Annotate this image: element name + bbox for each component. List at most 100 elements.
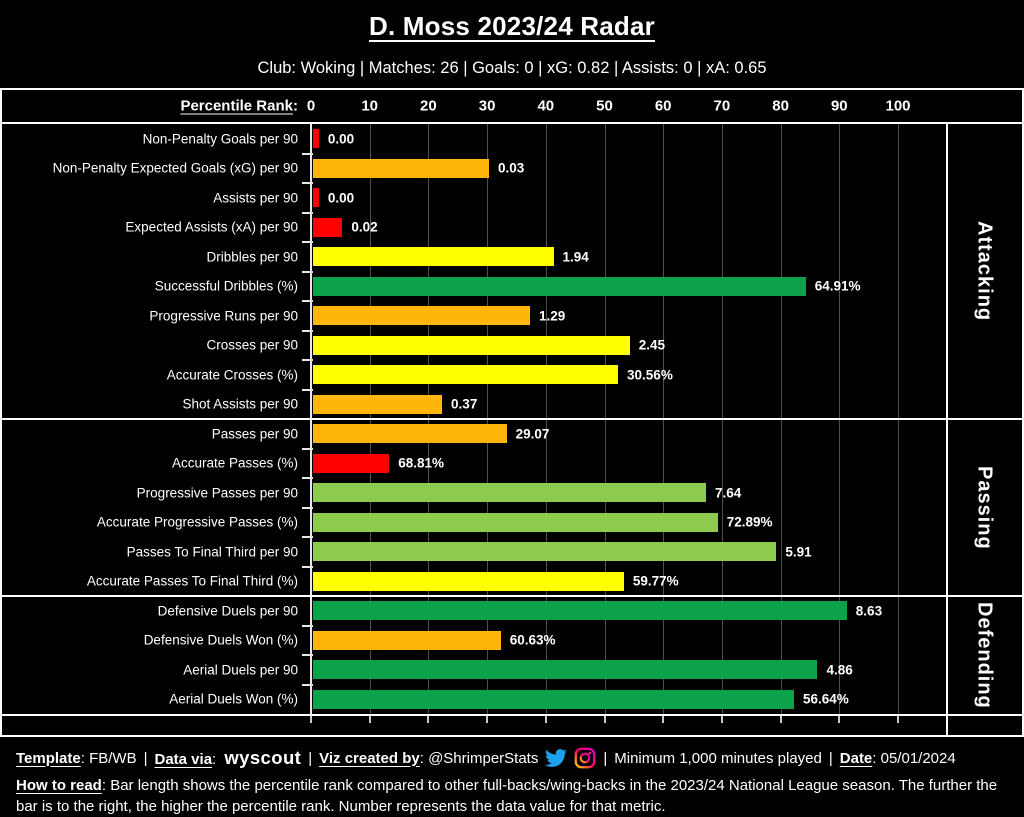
metric-label: Accurate Passes (%)	[171, 455, 298, 471]
row-boundary-tick	[302, 624, 313, 627]
percentile-chart: Percentile Rank: 0 10 20 30 40 50 60 70 80 90 100 …	[0, 88, 1024, 737]
value-label: 0.37	[451, 396, 478, 412]
metric-row: Progressive Passes per 90 7.64	[2, 478, 1022, 508]
axis-bottom-tick	[368, 716, 371, 723]
metric-row: Passes per 90 29.07	[2, 419, 1022, 449]
value-label: 1.29	[539, 308, 566, 324]
metric-row: Accurate Crosses (%) 30.56%	[2, 360, 1022, 390]
percentile-bar	[313, 424, 507, 443]
axis-bottom-tick	[662, 716, 665, 723]
value-label: 1.94	[562, 249, 589, 265]
axis-tick-label: 0	[306, 97, 316, 115]
metric-label: Accurate Crosses (%)	[166, 367, 298, 383]
value-label: 0.02	[351, 219, 378, 235]
percentile-bar	[313, 158, 489, 178]
percentile-bar	[313, 276, 806, 296]
percentile-bar	[313, 571, 624, 591]
metric-row: Crosses per 90 2.45	[2, 331, 1022, 361]
metric-row: Expected Assists (xA) per 90 0.02	[2, 213, 1022, 243]
axis-tick-label: 20	[420, 97, 437, 115]
how-to-read-text: How to read: Bar length shows the percen…	[16, 777, 998, 815]
row-boundary-tick	[302, 211, 313, 214]
twitter-icon	[545, 747, 568, 769]
metric-label: Successful Dribbles (%)	[154, 278, 298, 294]
axis-bottom-tick	[838, 716, 841, 723]
metric-row: Defensive Duels per 90 8.63	[2, 596, 1022, 626]
metric-row: Non-Penalty Expected Goals (xG) per 90 0.…	[2, 154, 1022, 184]
percentile-bar	[313, 601, 847, 620]
metric-label: Defensive Duels Won (%)	[143, 632, 298, 648]
value-label: 56.64%	[803, 691, 849, 707]
row-boundary-tick	[302, 270, 313, 273]
row-boundary-tick	[302, 683, 313, 686]
axis-bottom-ticks	[2, 714, 1022, 737]
category-column-divider	[946, 124, 948, 735]
title-block: D. Moss 2023/24 Radar Club: Woking | Mat…	[0, 0, 1024, 88]
metric-label: Assists per 90	[213, 190, 298, 206]
axis-tick-label: 70	[713, 97, 731, 115]
metric-row: Aerial Duels per 90 4.86	[2, 655, 1022, 685]
row-boundary-tick	[302, 152, 313, 155]
axis-tick-label: 40	[537, 97, 555, 115]
metric-label: Non-Penalty Expected Goals (xG) per 90	[52, 160, 298, 176]
category-label: Passing	[973, 465, 996, 550]
axis-bottom-tick	[486, 716, 489, 723]
metric-row: Progressive Runs per 90 1.29	[2, 301, 1022, 331]
percentile-bar	[313, 660, 818, 679]
percentile-bar	[313, 630, 501, 650]
row-boundary-tick	[302, 388, 313, 391]
row-boundary-tick	[302, 241, 313, 243]
axis-bottom-tick	[897, 716, 899, 723]
percentile-bar	[313, 365, 619, 384]
page-subtitle: Club: Woking | Matches: 26 | Goals: 0 | …	[257, 59, 767, 77]
axis-bottom-tick	[310, 716, 312, 723]
percentile-bar	[313, 129, 319, 148]
category-cell-defending: Defending	[948, 596, 1020, 714]
metric-row: Accurate Passes (%) 68.81%	[2, 449, 1022, 479]
value-label: 2.45	[638, 337, 666, 353]
metric-label: Aerial Duels Won (%)	[169, 691, 298, 707]
category-label: Attacking	[973, 221, 996, 322]
metric-row: Non-Penalty Goals per 90 0.00	[2, 124, 1022, 154]
metric-label: Progressive Runs per 90	[149, 308, 298, 324]
metric-row: Assists per 90 0.00	[2, 183, 1022, 213]
axis-bottom-tick	[720, 716, 723, 723]
percentile-bar	[313, 335, 630, 355]
footer: Template: FB/WB | Data via: wyscout | Vi…	[0, 737, 1024, 815]
percentile-bar	[313, 217, 343, 237]
percentile-bar	[313, 453, 390, 473]
value-label: 5.91	[785, 544, 812, 560]
metric-row: Passes To Final Third per 90 5.91	[2, 537, 1022, 567]
category-label: Defending	[973, 601, 996, 709]
value-label: 0.00	[327, 190, 355, 206]
metric-row: Successful Dribbles (%) 64.91%	[2, 272, 1022, 302]
metric-label: Progressive Passes per 90	[136, 485, 298, 501]
page-title: D. Moss 2023/24 Radar	[368, 11, 655, 41]
metric-label: Crosses per 90	[206, 337, 298, 353]
value-label: 0.00	[327, 131, 355, 147]
metric-row: Accurate Progressive Passes (%) 72.89%	[2, 508, 1022, 538]
metric-row: Aerial Duels Won (%) 56.64%	[2, 685, 1022, 715]
value-label: 7.64	[715, 485, 742, 501]
axis-header: Percentile Rank: 0 10 20 30 40 50 60 70 80 90 100	[2, 90, 1022, 124]
row-boundary-tick	[302, 182, 313, 184]
metric-label: Dribbles per 90	[206, 249, 298, 265]
metric-label: Aerial Duels per 90	[183, 662, 298, 678]
metric-label: Passes To Final Third per 90	[126, 544, 298, 560]
metric-row: Defensive Duels Won (%) 60.63%	[2, 626, 1022, 656]
percentile-bar	[313, 306, 531, 325]
category-cell-passing: Passing	[948, 419, 1020, 596]
axis-tick-label: 10	[361, 97, 379, 115]
row-boundary-tick	[302, 536, 313, 538]
metric-label: Defensive Duels per 90	[157, 603, 298, 619]
percentile-bar	[313, 512, 718, 532]
value-label: 68.81%	[398, 455, 445, 471]
value-label: 29.07	[515, 426, 550, 442]
axis-bottom-tick	[603, 716, 606, 723]
value-label: 60.63%	[509, 632, 556, 648]
percentile-bar	[313, 689, 794, 709]
metric-label: Accurate Passes To Final Third (%)	[86, 573, 298, 589]
axis-tick-label: 60	[654, 97, 672, 115]
metric-label: Shot Assists per 90	[182, 396, 298, 412]
axis-bottom-tick	[779, 716, 782, 723]
